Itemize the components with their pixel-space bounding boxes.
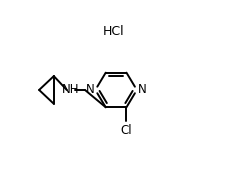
- Text: Cl: Cl: [121, 124, 132, 137]
- Text: NH: NH: [62, 83, 80, 97]
- Text: N: N: [86, 83, 94, 97]
- Text: N: N: [138, 83, 146, 97]
- Text: HCl: HCl: [103, 25, 124, 38]
